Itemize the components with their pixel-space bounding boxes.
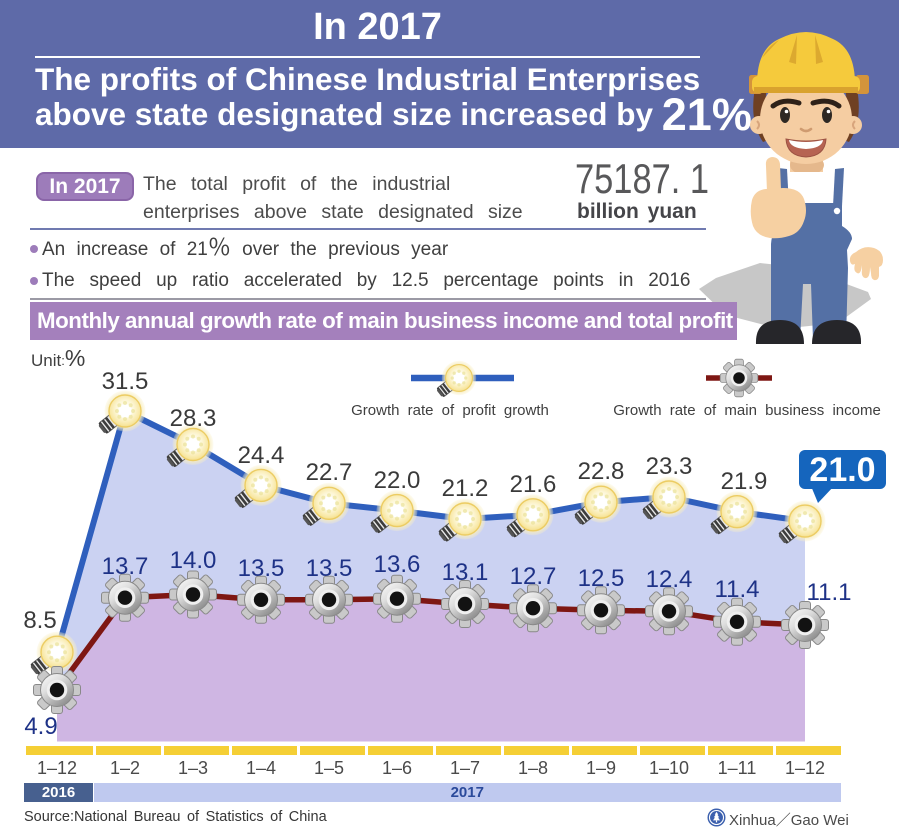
svg-text:13.5: 13.5 [238, 555, 285, 582]
svg-text:22.0: 22.0 [374, 467, 421, 494]
svg-text:11.1: 11.1 [807, 579, 852, 606]
svg-text:13.6: 13.6 [374, 551, 421, 578]
svg-text:31.5: 31.5 [102, 368, 149, 395]
svg-text:12.7: 12.7 [510, 563, 557, 590]
svg-text:14.0: 14.0 [170, 547, 217, 574]
svg-text:28.3: 28.3 [170, 405, 217, 432]
svg-text:13.1: 13.1 [442, 559, 489, 586]
svg-text:21.6: 21.6 [510, 471, 557, 498]
svg-text:11.4: 11.4 [715, 576, 760, 603]
svg-text:8.5: 8.5 [23, 607, 56, 634]
svg-text:4.9: 4.9 [24, 713, 57, 740]
svg-text:13.5: 13.5 [306, 555, 353, 582]
svg-text:12.5: 12.5 [578, 565, 625, 592]
svg-text:21.0: 21.0 [809, 451, 875, 489]
svg-text:24.4: 24.4 [238, 442, 285, 469]
svg-text:22.8: 22.8 [578, 458, 625, 485]
svg-text:23.3: 23.3 [646, 453, 693, 480]
svg-text:21.9: 21.9 [721, 468, 768, 495]
svg-text:Growth rate of profit growth: Growth rate of profit growth [351, 402, 549, 419]
svg-text:22.7: 22.7 [306, 459, 353, 486]
svg-text:21.2: 21.2 [442, 475, 489, 502]
svg-text:Growth rate of main business i: Growth rate of main business income [613, 402, 881, 419]
svg-text:13.7: 13.7 [102, 553, 149, 580]
svg-text:12.4: 12.4 [646, 566, 693, 593]
